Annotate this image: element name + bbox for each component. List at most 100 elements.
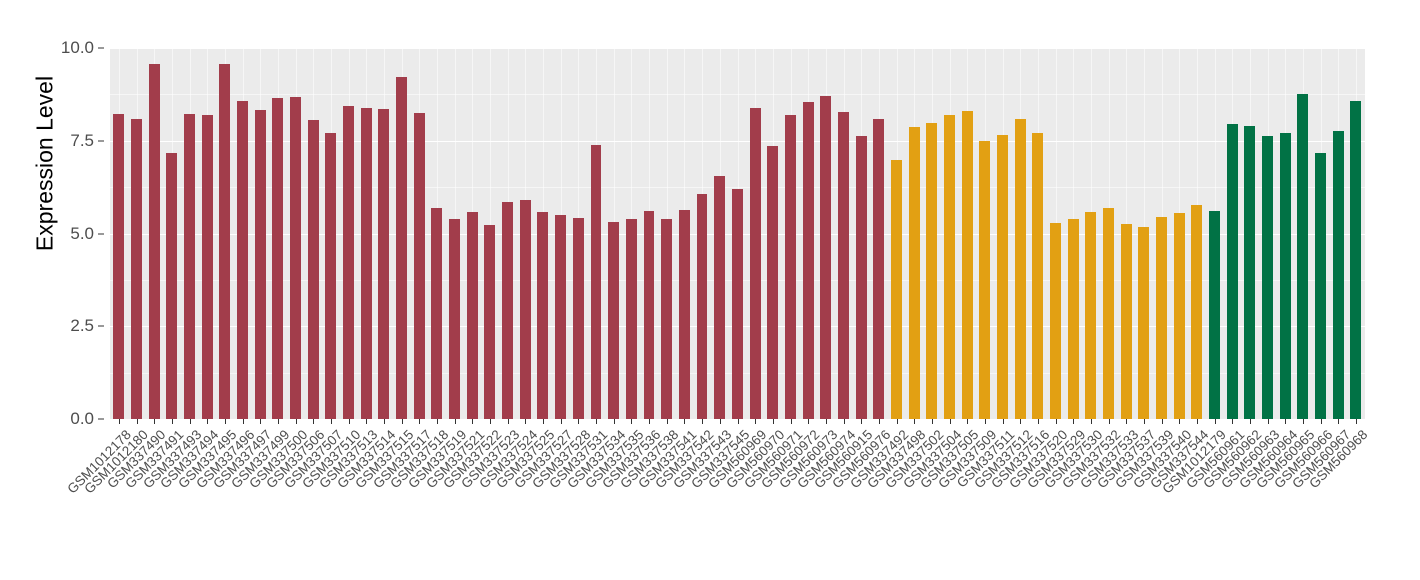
x-tick-mark	[861, 419, 863, 424]
x-tick-mark	[967, 419, 969, 424]
bar[interactable]	[1014, 118, 1026, 419]
bar[interactable]	[714, 175, 726, 419]
bar[interactable]	[219, 63, 231, 419]
bar[interactable]	[555, 214, 567, 419]
bar[interactable]	[113, 114, 125, 419]
bar[interactable]	[1226, 124, 1238, 419]
bar[interactable]	[1049, 222, 1061, 419]
bar-slot	[534, 48, 552, 419]
bar[interactable]	[996, 134, 1008, 419]
bar[interactable]	[820, 96, 832, 419]
bar[interactable]	[749, 108, 761, 419]
bar[interactable]	[961, 110, 973, 419]
bar[interactable]	[625, 219, 637, 419]
bar[interactable]	[184, 114, 195, 419]
bar[interactable]	[360, 108, 372, 419]
bar[interactable]	[449, 219, 461, 419]
bar[interactable]	[1332, 130, 1344, 419]
bar[interactable]	[484, 225, 496, 419]
bar[interactable]	[519, 200, 531, 419]
x-tick-mark	[984, 419, 986, 424]
bar[interactable]	[926, 123, 938, 419]
bar[interactable]	[1191, 205, 1203, 419]
x-tick-mark	[649, 419, 651, 424]
bar[interactable]	[979, 140, 991, 419]
bar[interactable]	[1085, 211, 1097, 419]
bar-slot	[1135, 48, 1153, 419]
bar[interactable]	[1032, 133, 1044, 419]
bar[interactable]	[767, 145, 779, 419]
bar[interactable]	[413, 113, 425, 419]
bar-slot	[1082, 48, 1100, 419]
bar[interactable]	[943, 114, 955, 419]
bar[interactable]	[237, 100, 249, 419]
bar[interactable]	[290, 96, 302, 419]
bar[interactable]	[378, 108, 390, 419]
bar-slot	[446, 48, 464, 419]
bar-slot	[817, 48, 835, 419]
x-tick-mark	[790, 419, 792, 424]
bar[interactable]	[343, 106, 355, 419]
bar[interactable]	[254, 109, 266, 419]
bar[interactable]	[1209, 210, 1220, 419]
bar-slot	[1347, 48, 1365, 419]
bar[interactable]	[502, 201, 514, 419]
x-tick-mark	[772, 419, 774, 424]
bar[interactable]	[1262, 136, 1273, 419]
bar[interactable]	[855, 136, 867, 419]
bar[interactable]	[908, 127, 920, 419]
bar-slot	[1117, 48, 1135, 419]
bar-slot	[1188, 48, 1206, 419]
bar[interactable]	[307, 120, 319, 419]
bar[interactable]	[1244, 125, 1256, 419]
bar[interactable]	[661, 218, 673, 419]
bar-slot	[1011, 48, 1029, 419]
bar[interactable]	[643, 210, 655, 419]
x-tick-mark	[755, 419, 757, 424]
bar[interactable]	[873, 119, 885, 419]
bar[interactable]	[731, 188, 743, 419]
bar-slot	[322, 48, 340, 419]
bar[interactable]	[1120, 223, 1132, 419]
bar[interactable]	[396, 76, 408, 419]
x-tick-mark	[1303, 419, 1305, 424]
bar-slot	[428, 48, 446, 419]
bar[interactable]	[166, 153, 178, 419]
bar[interactable]	[148, 63, 160, 419]
bar[interactable]	[1297, 94, 1309, 419]
bar[interactable]	[608, 222, 620, 419]
bar[interactable]	[1315, 153, 1326, 419]
x-tick-mark	[260, 419, 262, 424]
x-tick-mark	[1020, 419, 1022, 424]
bar[interactable]	[1279, 133, 1291, 419]
bar-slot	[976, 48, 994, 419]
bar[interactable]	[1156, 217, 1167, 419]
bar[interactable]	[837, 111, 849, 419]
bar-slot	[1153, 48, 1171, 419]
x-tick-mark	[1091, 419, 1093, 424]
bar[interactable]	[890, 160, 902, 419]
bar-slot	[1312, 48, 1330, 419]
x-tick-mark	[1197, 419, 1199, 424]
bar[interactable]	[466, 212, 478, 419]
bar[interactable]	[1173, 213, 1185, 419]
bar[interactable]	[1102, 207, 1114, 419]
bar[interactable]	[431, 208, 443, 419]
bar-slot	[340, 48, 358, 419]
bar[interactable]	[696, 194, 708, 419]
bar[interactable]	[678, 210, 690, 419]
bar-slot	[1064, 48, 1082, 419]
bar[interactable]	[802, 101, 814, 419]
bar[interactable]	[590, 145, 602, 419]
bar[interactable]	[272, 97, 284, 419]
bar[interactable]	[325, 132, 337, 419]
bar[interactable]	[537, 211, 549, 419]
x-tick-mark	[1073, 419, 1075, 424]
bar[interactable]	[784, 114, 796, 419]
bar[interactable]	[131, 118, 142, 419]
bar[interactable]	[201, 114, 213, 419]
bar[interactable]	[1067, 219, 1079, 419]
bar[interactable]	[1138, 226, 1150, 419]
bar[interactable]	[1350, 101, 1362, 419]
bar[interactable]	[572, 217, 584, 419]
